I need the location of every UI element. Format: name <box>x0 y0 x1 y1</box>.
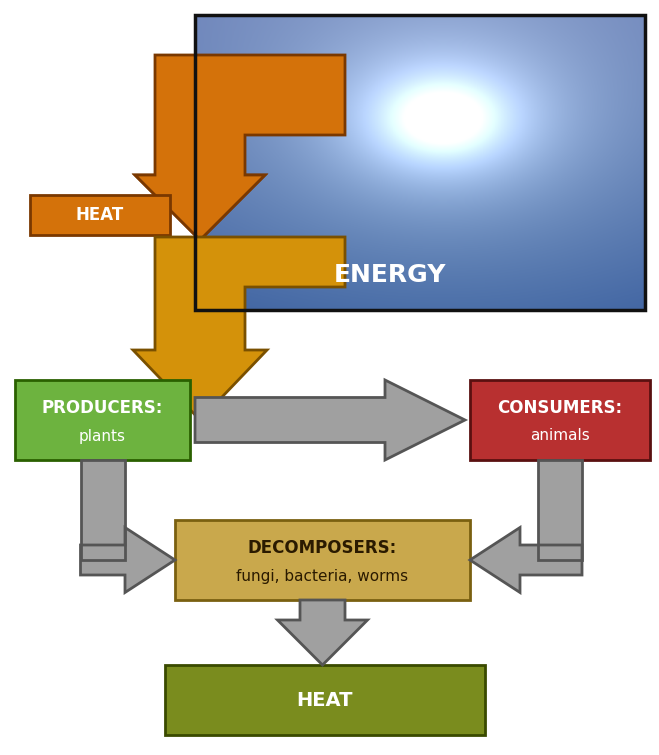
Text: ENERGY: ENERGY <box>333 263 446 287</box>
FancyBboxPatch shape <box>538 460 582 560</box>
FancyBboxPatch shape <box>80 460 125 560</box>
Text: fungi, bacteria, worms: fungi, bacteria, worms <box>237 569 409 584</box>
Polygon shape <box>133 237 345 420</box>
FancyBboxPatch shape <box>165 665 485 735</box>
Text: DECOMPOSERS:: DECOMPOSERS: <box>248 539 397 557</box>
Polygon shape <box>195 380 465 460</box>
FancyBboxPatch shape <box>30 195 170 235</box>
Text: HEAT: HEAT <box>76 206 124 224</box>
Polygon shape <box>80 528 175 593</box>
FancyBboxPatch shape <box>155 55 345 135</box>
FancyBboxPatch shape <box>175 520 470 600</box>
Text: HEAT: HEAT <box>297 691 353 710</box>
Text: CONSUMERS:: CONSUMERS: <box>498 399 623 417</box>
FancyBboxPatch shape <box>15 380 190 460</box>
FancyBboxPatch shape <box>470 380 650 460</box>
FancyBboxPatch shape <box>155 55 245 180</box>
Polygon shape <box>470 528 582 593</box>
Polygon shape <box>135 175 265 240</box>
Polygon shape <box>277 600 368 665</box>
Text: plants: plants <box>79 429 126 443</box>
Text: PRODUCERS:: PRODUCERS: <box>42 399 163 417</box>
Text: animals: animals <box>530 429 590 443</box>
Polygon shape <box>135 55 345 240</box>
